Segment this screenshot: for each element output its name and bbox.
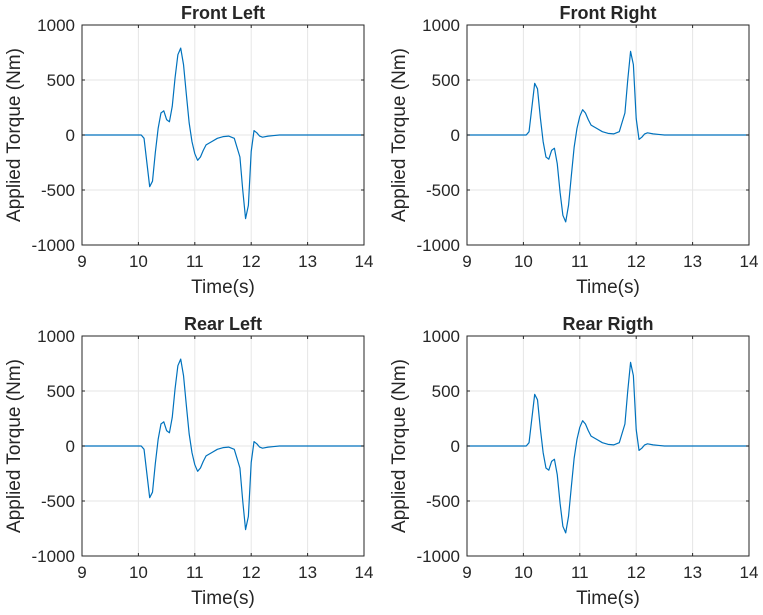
- x-tick-label: 11: [186, 563, 204, 582]
- x-axis-label: Time(s): [191, 588, 255, 609]
- y-tick-label: 1000: [422, 16, 460, 35]
- y-tick-label: 0: [451, 126, 460, 145]
- torque-series-line: [82, 47, 364, 220]
- x-tick-label: 14: [355, 563, 374, 582]
- x-tick-label: 12: [242, 563, 261, 582]
- panel-title: Rear Rigth: [562, 314, 653, 334]
- torque-series-line: [467, 50, 749, 223]
- torque-series-line: [467, 361, 749, 534]
- torque-series-line: [82, 358, 364, 531]
- x-tick-label: 9: [462, 252, 471, 271]
- chart-panel-3: 9 10 11 12 13 14 1000 500 0 -500 -1000 Rear Left Tim…: [4, 314, 373, 609]
- y-tick-label: 1000: [37, 327, 75, 346]
- x-tick-label: 13: [683, 252, 702, 271]
- x-tick-label: 12: [627, 563, 646, 582]
- panel-title: Front Left: [181, 3, 265, 23]
- y-axis-label: Applied Torque (Nm): [389, 359, 410, 533]
- panel-title: Front Right: [560, 3, 657, 23]
- x-tick-label: 11: [571, 563, 589, 582]
- y-tick-label: -1000: [32, 547, 75, 566]
- y-tick-label: -500: [426, 492, 460, 511]
- x-tick-label: 10: [129, 563, 148, 582]
- y-tick-label: 0: [451, 437, 460, 456]
- y-tick-label: 500: [47, 71, 75, 90]
- x-tick-label: 11: [571, 252, 589, 271]
- x-tick-label: 11: [186, 252, 204, 271]
- x-tick-label: 13: [683, 563, 702, 582]
- y-axis-label: Applied Torque (Nm): [4, 48, 25, 222]
- y-tick-label: 0: [66, 437, 75, 456]
- x-tick-label: 14: [740, 252, 759, 271]
- y-tick-label: 500: [47, 382, 75, 401]
- y-tick-label: 500: [432, 382, 460, 401]
- x-tick-label: 9: [77, 252, 86, 271]
- y-tick-label: 0: [66, 126, 75, 145]
- x-axis-label: Time(s): [191, 277, 255, 298]
- chart-panel-4: 9 10 11 12 13 14 1000 500 0 -500 -1000 Rear Rigth Ti…: [389, 314, 758, 609]
- chart-panel-2: 9 10 11 12 13 14 1000 500 0 -500 -1000 Front Right T…: [389, 3, 758, 298]
- x-axis-label: Time(s): [576, 277, 640, 298]
- y-tick-label: -1000: [32, 236, 75, 255]
- x-tick-label: 13: [298, 563, 317, 582]
- x-axis-label: Time(s): [576, 588, 640, 609]
- x-tick-label: 10: [514, 252, 533, 271]
- y-tick-label: -1000: [417, 547, 460, 566]
- y-axis-label: Applied Torque (Nm): [4, 359, 25, 533]
- panel-title: Rear Left: [184, 314, 262, 334]
- x-tick-label: 9: [462, 563, 471, 582]
- x-tick-label: 12: [242, 252, 261, 271]
- x-tick-label: 10: [129, 252, 148, 271]
- x-tick-label: 13: [298, 252, 317, 271]
- x-tick-label: 10: [514, 563, 533, 582]
- y-tick-label: 1000: [37, 16, 75, 35]
- x-tick-label: 12: [627, 252, 646, 271]
- x-tick-label: 14: [355, 252, 374, 271]
- x-tick-label: 14: [740, 563, 759, 582]
- y-axis-label: Applied Torque (Nm): [389, 48, 410, 222]
- y-tick-label: -500: [426, 181, 460, 200]
- chart-panel-1: 9 10 11 12 13 14 1000 500 0 -500 -1000 Front Left Ti…: [4, 3, 373, 298]
- y-tick-label: 1000: [422, 327, 460, 346]
- y-tick-label: -1000: [417, 236, 460, 255]
- x-tick-label: 9: [77, 563, 86, 582]
- y-tick-label: 500: [432, 71, 460, 90]
- y-tick-label: -500: [41, 492, 75, 511]
- y-tick-label: -500: [41, 181, 75, 200]
